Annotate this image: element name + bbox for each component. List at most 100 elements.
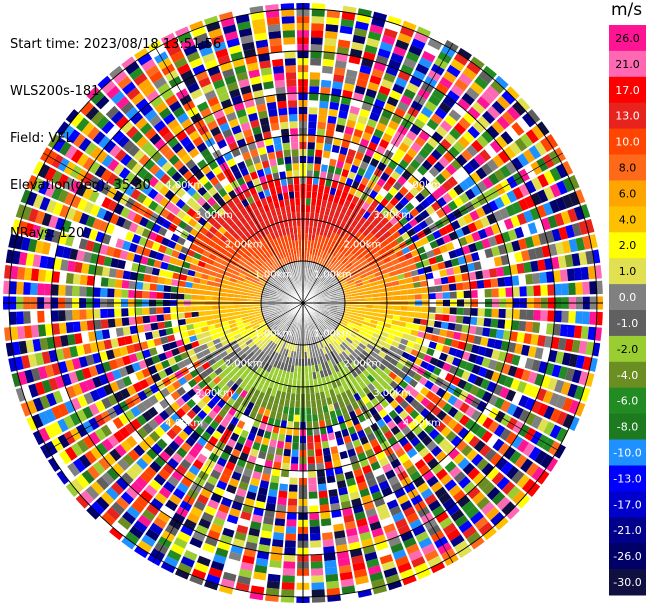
radar-gate xyxy=(448,448,460,460)
radar-gate xyxy=(348,344,356,351)
radar-gate xyxy=(450,509,465,522)
radar-gate xyxy=(305,337,309,345)
radar-gate xyxy=(386,305,394,310)
radar-gate xyxy=(484,144,497,158)
radar-gate xyxy=(495,329,505,340)
radar-gate xyxy=(509,331,518,342)
radar-gate xyxy=(483,279,492,288)
radar-gate xyxy=(74,261,83,273)
radar-gate xyxy=(150,275,159,284)
radar-gate xyxy=(457,255,467,265)
radar-gate xyxy=(505,431,518,445)
radar-gate xyxy=(259,360,267,369)
radar-gate xyxy=(420,408,431,419)
radar-gate xyxy=(526,285,534,297)
radar-gate xyxy=(455,282,464,291)
radar-gate xyxy=(467,126,480,139)
radar-gate xyxy=(169,493,182,506)
radar-gate xyxy=(307,135,316,143)
radar-gate xyxy=(504,276,513,287)
radar-gate xyxy=(64,400,76,414)
radar-gate xyxy=(585,250,595,265)
radar-gate xyxy=(537,403,549,417)
radar-gate xyxy=(342,89,353,99)
radar-gate xyxy=(568,416,581,432)
radar-gate xyxy=(271,325,278,332)
radar-gate xyxy=(454,274,463,283)
radar-gate xyxy=(449,291,457,299)
radar-gate xyxy=(309,315,313,322)
radar-gate xyxy=(415,63,429,75)
radar-gate xyxy=(171,319,179,327)
radar-gate xyxy=(405,543,420,555)
radar-gate xyxy=(153,473,166,486)
radar-gate xyxy=(269,482,279,491)
radar-gate xyxy=(240,474,251,484)
radar-gate xyxy=(377,48,391,59)
radar-gate xyxy=(448,283,457,291)
radar-gate xyxy=(296,330,300,338)
radar-gate xyxy=(343,398,351,407)
radar-gate xyxy=(514,343,524,355)
radar-gate xyxy=(422,124,435,136)
radar-gate xyxy=(408,549,423,562)
radar-gate xyxy=(365,365,374,374)
radar-gate xyxy=(261,293,269,297)
radar-gate xyxy=(475,426,488,439)
radar-gate xyxy=(214,322,223,329)
radar-gate xyxy=(530,334,539,346)
radar-gate xyxy=(142,422,154,435)
radar-gate xyxy=(166,428,178,440)
radar-gate xyxy=(425,390,436,401)
radar-gate xyxy=(115,327,124,337)
radar-gate xyxy=(425,412,436,423)
radar-gate xyxy=(178,319,186,326)
radar-gate xyxy=(206,573,221,585)
radar-gate xyxy=(349,267,357,274)
radar-gate xyxy=(253,389,261,398)
radar-gate xyxy=(555,241,565,255)
radar-gate xyxy=(333,330,341,337)
radar-gate xyxy=(200,488,212,499)
radar-gate xyxy=(165,417,176,428)
radar-gate xyxy=(473,153,486,166)
radar-gate xyxy=(322,268,329,276)
radar-gate xyxy=(461,324,470,333)
radar-gate xyxy=(464,418,476,431)
radar-gate xyxy=(351,307,359,311)
radar-gate xyxy=(448,347,458,357)
radar-gate xyxy=(322,310,330,314)
radar-gate xyxy=(219,296,227,301)
radar-gate xyxy=(203,580,219,592)
radar-gate xyxy=(440,276,449,285)
radar-gate xyxy=(350,432,359,442)
radar-gate xyxy=(462,131,475,144)
radar-gate xyxy=(336,46,350,55)
radar-gate xyxy=(127,449,140,462)
radar-gate xyxy=(290,365,295,373)
radar-gate xyxy=(270,122,280,131)
radar-gate xyxy=(412,372,423,382)
radar-gate xyxy=(275,305,283,308)
radar-gate xyxy=(512,490,526,505)
radar-gate xyxy=(279,483,288,492)
radar-gate xyxy=(311,313,317,320)
radar-gate xyxy=(246,327,254,333)
radar-gate xyxy=(317,192,323,200)
radar-gate xyxy=(3,280,10,295)
radar-gate xyxy=(382,182,392,192)
radar-gate xyxy=(426,363,436,373)
radar-gate xyxy=(468,242,478,253)
radar-gate xyxy=(264,316,272,321)
radar-gate xyxy=(312,287,319,294)
radar-gate xyxy=(323,321,330,327)
radar-gate xyxy=(354,321,363,327)
radar-gate xyxy=(282,341,287,349)
radar-gate xyxy=(398,343,407,351)
radar-gate xyxy=(314,335,319,343)
radar-gate xyxy=(275,337,281,345)
radar-gate xyxy=(380,331,389,338)
radar-gate xyxy=(205,305,213,311)
radar-gate xyxy=(320,86,331,95)
radar-gate xyxy=(347,534,360,544)
